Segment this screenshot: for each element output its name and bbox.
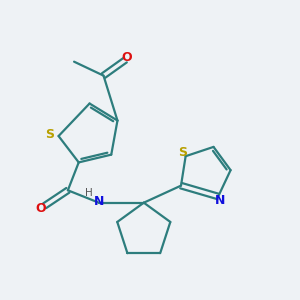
Text: N: N xyxy=(94,195,104,208)
Text: O: O xyxy=(122,51,132,64)
Text: H: H xyxy=(85,188,93,198)
Text: S: S xyxy=(45,128,54,141)
Text: N: N xyxy=(214,194,225,207)
Text: O: O xyxy=(36,202,46,215)
Text: S: S xyxy=(178,146,187,159)
